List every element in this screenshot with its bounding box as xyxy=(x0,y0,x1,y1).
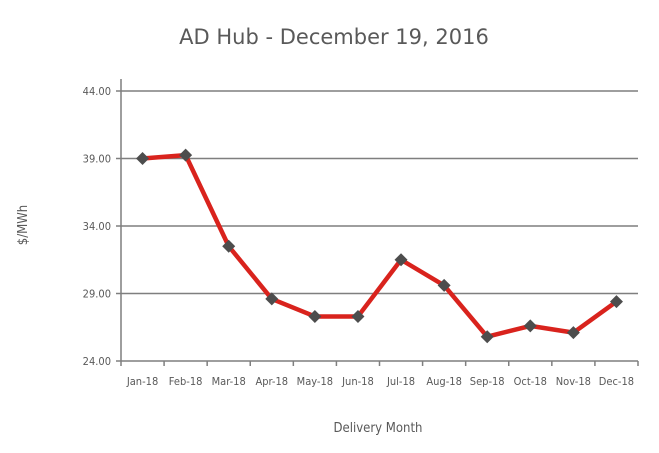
data-point-oct-18 xyxy=(523,319,537,333)
data-point-dec-18 xyxy=(609,295,623,309)
data-point-mar-18 xyxy=(222,239,236,253)
x-tick-label-6: Jul-18 xyxy=(386,375,415,388)
y-axis-title: $/MWh xyxy=(16,205,31,245)
x-tick-label-1: Feb-18 xyxy=(169,375,203,388)
axes xyxy=(116,79,639,366)
y-tick-label-3: 39.00 xyxy=(83,153,111,166)
data-point-may-18 xyxy=(308,309,322,323)
y-tick-label-2: 34.00 xyxy=(83,220,111,233)
x-tick-label-8: Sep-18 xyxy=(470,375,505,388)
y-tick-label-4: 44.00 xyxy=(83,85,111,98)
x-tick-label-3: Apr-18 xyxy=(256,375,289,388)
data-point-apr-18 xyxy=(265,292,279,306)
data-point-aug-18 xyxy=(437,278,451,292)
data-point-sep-18 xyxy=(480,330,494,344)
data-point-feb-18 xyxy=(179,148,193,162)
data-point-nov-18 xyxy=(566,326,580,340)
x-tick-label-4: May-18 xyxy=(297,375,333,388)
y-tick-label-1: 29.00 xyxy=(83,288,111,301)
series xyxy=(136,148,623,344)
data-point-jun-18 xyxy=(351,309,365,323)
x-tick-label-2: Mar-18 xyxy=(212,375,246,388)
chart-title: AD Hub - December 19, 2016 xyxy=(179,25,489,49)
x-tick-label-5: Jun-18 xyxy=(341,375,374,388)
x-tick-label-0: Jan-18 xyxy=(126,375,158,388)
tick-labels: 24.00 29.00 34.00 39.00 44.00 Jan-18 Feb-18 Mar… xyxy=(83,85,634,388)
data-point-jul-18 xyxy=(394,253,408,267)
x-axis-title: Delivery Month xyxy=(334,421,423,436)
gridlines xyxy=(121,90,638,295)
y-tick-label-0: 24.00 xyxy=(83,355,111,368)
x-tick-label-7: Aug-18 xyxy=(426,375,462,388)
x-tick-label-10: Nov-18 xyxy=(556,375,591,388)
series-line-0 xyxy=(140,152,619,339)
x-tick-label-9: Oct-18 xyxy=(514,375,547,388)
x-tick-label-11: Dec-18 xyxy=(599,375,634,388)
data-point-jan-18 xyxy=(136,152,150,165)
